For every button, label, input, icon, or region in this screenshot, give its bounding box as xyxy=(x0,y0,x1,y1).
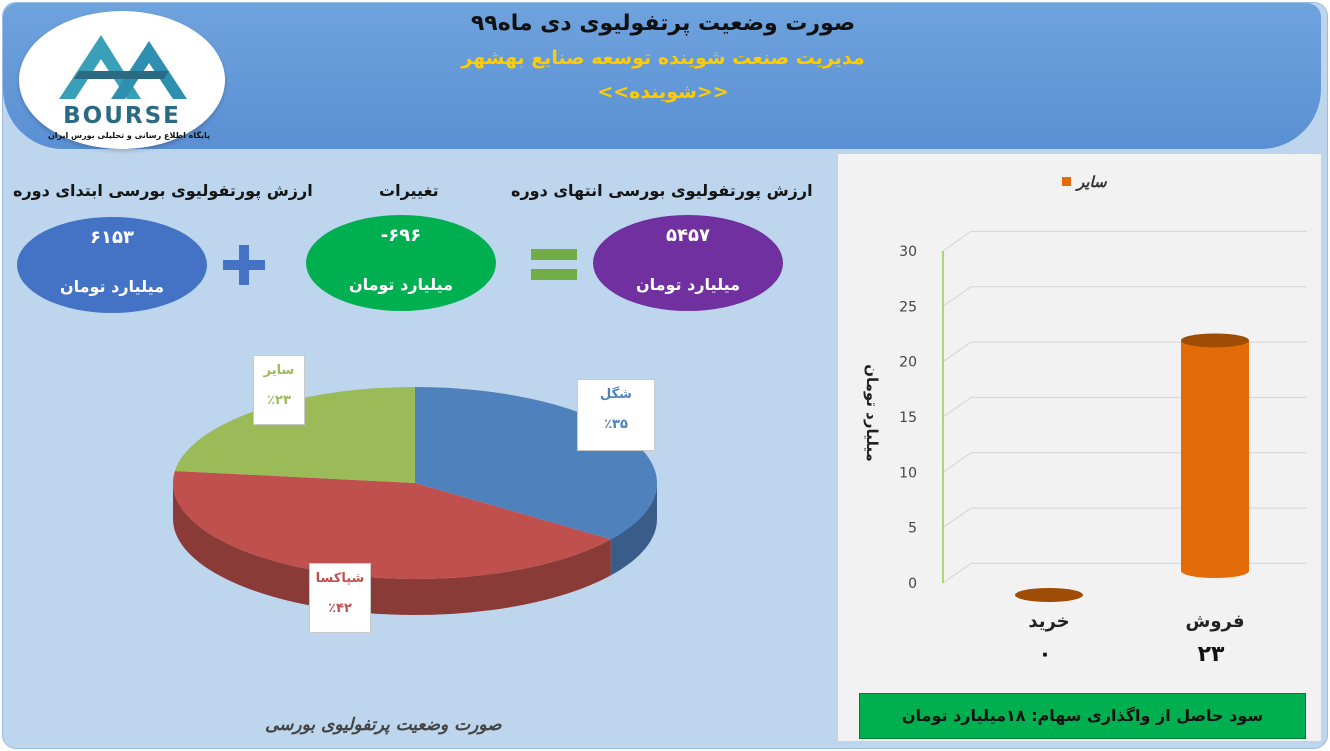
start-unit: میلیارد تومان xyxy=(59,277,165,296)
pie-label-shegol-name: شگل xyxy=(600,387,632,402)
bar-1 xyxy=(1015,588,1083,602)
change-unit: میلیارد تومان xyxy=(348,275,454,294)
start-value-oval: ۶۱۵۳ میلیارد تومان xyxy=(17,217,207,313)
grid-diag-1 xyxy=(942,507,972,529)
page-title: صورت وضعیت پرتفولیوی دی ماه۹۹ xyxy=(470,11,856,36)
pie-side-0-0 xyxy=(610,483,657,576)
y-tick-label-5: 25 xyxy=(899,299,917,315)
logo-subtitle: پایگاه اطلاع رسانی و تحلیلی بورس ایران xyxy=(47,131,211,140)
start-value: ۶۱۵۳ xyxy=(90,227,134,248)
grid-diag-3 xyxy=(942,396,972,418)
legend-label: سایر xyxy=(1075,173,1108,191)
y-tick-label-1: 5 xyxy=(908,521,917,537)
data-label-1: ۰ xyxy=(1038,642,1051,667)
logo-mark-icon xyxy=(59,35,187,99)
pie-label-shepaksa-value: ٪۴۲ xyxy=(328,601,352,616)
end-value-label: ارزش پورتفولیوی بورسی انتهای دوره xyxy=(511,181,813,200)
end-value: ۵۴۵۷ xyxy=(666,225,710,246)
pie-label-box-shegol: شگل ٪۳۵ xyxy=(577,379,655,451)
other-bar-chart: 0 5 10 15 20 25 30 میلیارد تومان سایر فروش ۲۳ خرید ۰ xyxy=(863,173,1307,667)
change-value: -۶۹۶ xyxy=(380,225,422,246)
start-value-label: ارزش پورتفولیوی بورسی ابتدای دوره xyxy=(13,181,313,200)
page-nickname: <<شوینده>> xyxy=(597,81,729,103)
pie-slice-2 xyxy=(174,387,415,483)
equals-icon xyxy=(531,249,579,287)
plus-icon xyxy=(221,245,267,289)
y-tick-label-4: 20 xyxy=(899,355,917,371)
pie-label-box-other: سایر ٪۲۳ xyxy=(253,355,305,425)
grid-diag-0 xyxy=(942,562,972,584)
pie-label-shegol-value: ٪۳۵ xyxy=(604,417,628,432)
pie-label-other-name: سایر xyxy=(263,363,295,378)
data-label-0: ۲۳ xyxy=(1198,642,1225,667)
pie-side-1-0 xyxy=(173,483,611,615)
header-banner: BOURSE پایگاه اطلاع رسانی و تحلیلی بورس … xyxy=(3,3,1321,149)
logo-text: BOURSE xyxy=(63,103,181,129)
y-tick-label-3: 15 xyxy=(899,410,917,426)
y-tick-label-0: 0 xyxy=(908,576,917,592)
bourse-logo: BOURSE پایگاه اطلاع رسانی و تحلیلی بورس … xyxy=(19,11,225,149)
y-tick-label-6: 30 xyxy=(899,244,917,260)
x-tick-label-0: فروش xyxy=(1185,611,1244,632)
end-unit: میلیارد تومان xyxy=(635,275,741,294)
page-subtitle: مدیریت صنعت شوینده توسعه صنایع بهشهر xyxy=(461,47,865,69)
pie-caption: صورت وضعیت پرتفولیوی بورسی xyxy=(265,715,502,735)
pie-label-box-shepaksa: شپاکسا ٪۴۲ xyxy=(309,563,371,633)
grid-diag-6 xyxy=(942,230,972,252)
change-oval: -۶۹۶ میلیارد تومان xyxy=(306,215,496,311)
grid-diag-4 xyxy=(942,341,972,363)
pie-label-shepaksa-name: شپاکسا xyxy=(315,571,365,586)
profit-note: سود حاصل از واگذاری سهام: ۱۸میلیارد توما… xyxy=(859,693,1306,739)
pie-slice-1 xyxy=(172,470,611,579)
grid-diag-5 xyxy=(942,286,972,307)
y-axis-label: میلیارد تومان xyxy=(863,364,881,462)
end-value-oval: ۵۴۵۷ میلیارد تومان xyxy=(593,215,783,311)
bar-0 xyxy=(1181,333,1249,578)
x-tick-label-1: خرید xyxy=(1028,611,1069,632)
change-label: تغییرات xyxy=(379,181,439,200)
legend-swatch xyxy=(1062,177,1071,186)
grid-diag-2 xyxy=(942,452,972,473)
y-tick-label-2: 10 xyxy=(899,465,917,481)
pie-label-other-value: ٪۲۳ xyxy=(267,393,291,408)
